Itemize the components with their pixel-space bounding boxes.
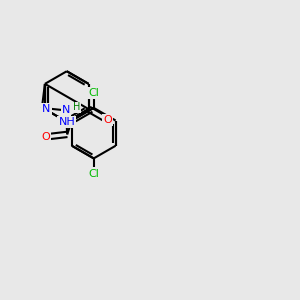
Text: Cl: Cl: [88, 169, 99, 178]
Text: Cl: Cl: [88, 88, 99, 98]
Text: O: O: [41, 132, 50, 142]
Text: H: H: [74, 102, 81, 112]
Text: N: N: [42, 104, 51, 114]
Text: O: O: [103, 115, 112, 125]
Text: N: N: [62, 105, 70, 116]
Text: NH: NH: [58, 117, 75, 127]
